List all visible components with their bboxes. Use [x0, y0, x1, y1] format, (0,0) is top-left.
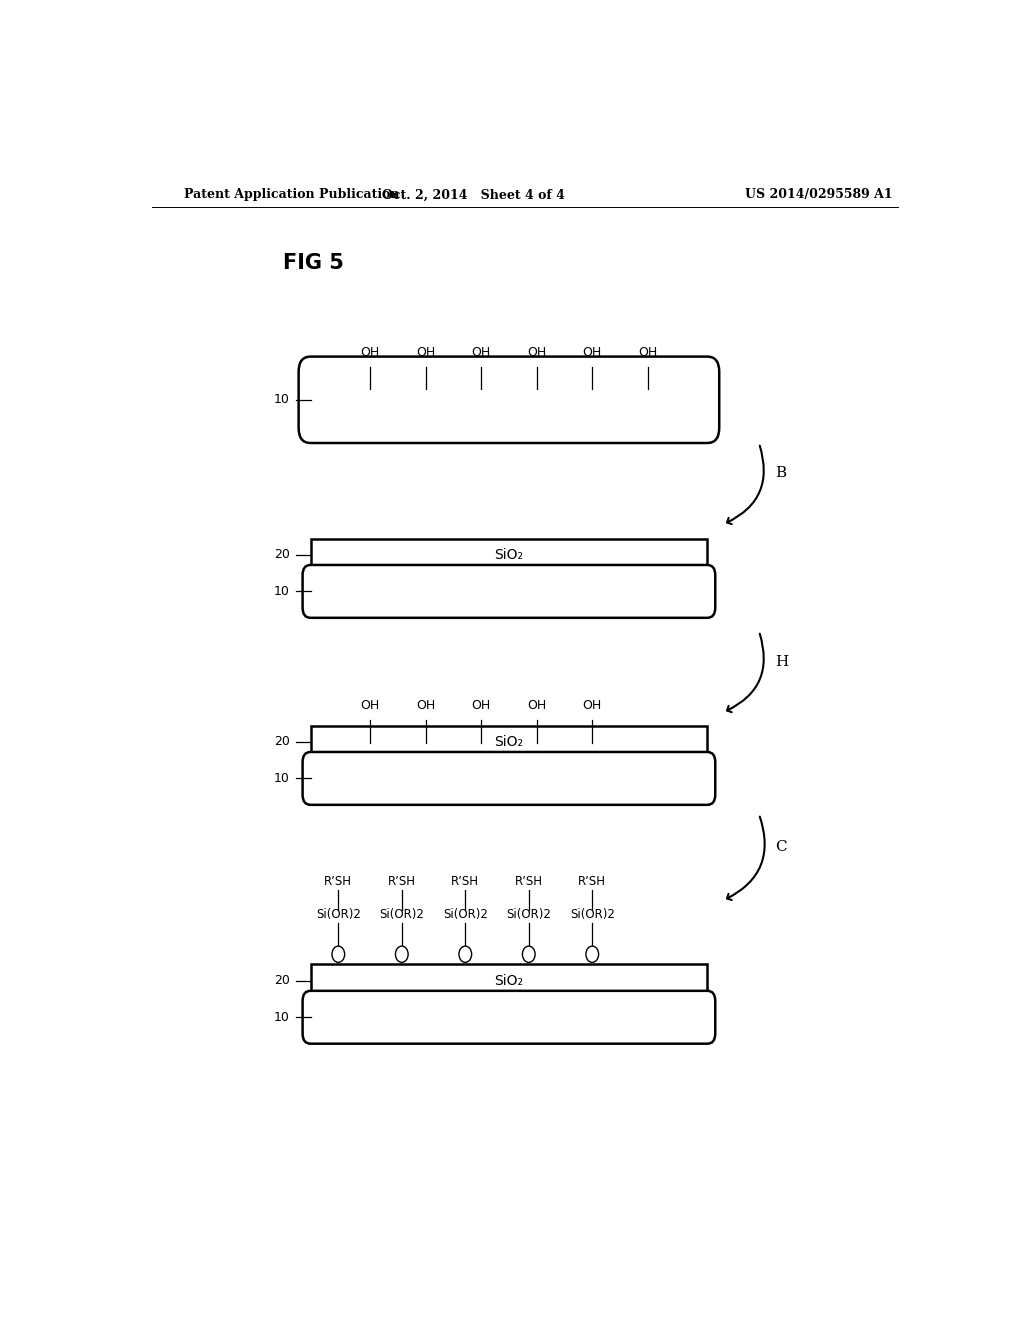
Circle shape: [395, 946, 409, 962]
Text: 10: 10: [274, 772, 290, 785]
Text: SiO₂: SiO₂: [495, 548, 523, 562]
Bar: [310, 726, 708, 758]
Text: Oct. 2, 2014   Sheet 4 of 4: Oct. 2, 2014 Sheet 4 of 4: [382, 189, 564, 202]
Text: RʼSH: RʼSH: [452, 875, 479, 888]
Text: OH: OH: [416, 700, 435, 713]
Text: RʼSH: RʼSH: [325, 875, 352, 888]
Text: US 2014/0295589 A1: US 2014/0295589 A1: [744, 189, 892, 202]
Text: 10: 10: [274, 585, 290, 598]
Text: RʼSH: RʼSH: [388, 875, 416, 888]
Text: OH: OH: [471, 700, 490, 713]
FancyBboxPatch shape: [299, 356, 719, 444]
Circle shape: [522, 946, 536, 962]
FancyBboxPatch shape: [303, 752, 715, 805]
Text: 20: 20: [274, 974, 290, 987]
Text: H: H: [775, 655, 788, 668]
Text: Si(OR)2: Si(OR)2: [442, 908, 487, 921]
Circle shape: [332, 946, 345, 962]
Text: Si(OR)2: Si(OR)2: [506, 908, 551, 921]
Text: OH: OH: [527, 700, 547, 713]
Text: OH: OH: [583, 346, 602, 359]
Text: Si(OR)2: Si(OR)2: [379, 908, 424, 921]
Text: OH: OH: [360, 346, 380, 359]
Text: 10: 10: [274, 393, 290, 407]
Text: OH: OH: [416, 346, 435, 359]
Text: B: B: [775, 466, 785, 480]
Text: Si(OR)2: Si(OR)2: [315, 908, 360, 921]
Text: OH: OH: [638, 346, 657, 359]
Bar: [310, 965, 708, 997]
Text: FIG 5: FIG 5: [283, 253, 344, 273]
Bar: [310, 539, 708, 572]
Text: OH: OH: [527, 346, 547, 359]
Text: 20: 20: [274, 735, 290, 748]
Text: RʼSH: RʼSH: [515, 875, 543, 888]
Text: SiO₂: SiO₂: [495, 974, 523, 987]
FancyBboxPatch shape: [303, 991, 715, 1044]
Text: SiO₂: SiO₂: [495, 735, 523, 748]
Text: 10: 10: [274, 1011, 290, 1024]
Text: C: C: [775, 840, 786, 854]
Text: Si(OR)2: Si(OR)2: [569, 908, 614, 921]
Text: OH: OH: [360, 700, 380, 713]
Text: RʼSH: RʼSH: [579, 875, 606, 888]
Circle shape: [459, 946, 472, 962]
Text: OH: OH: [583, 700, 602, 713]
Text: 20: 20: [274, 548, 290, 561]
Circle shape: [586, 946, 599, 962]
Text: Patent Application Publication: Patent Application Publication: [183, 189, 399, 202]
Text: OH: OH: [471, 346, 490, 359]
FancyBboxPatch shape: [303, 565, 715, 618]
